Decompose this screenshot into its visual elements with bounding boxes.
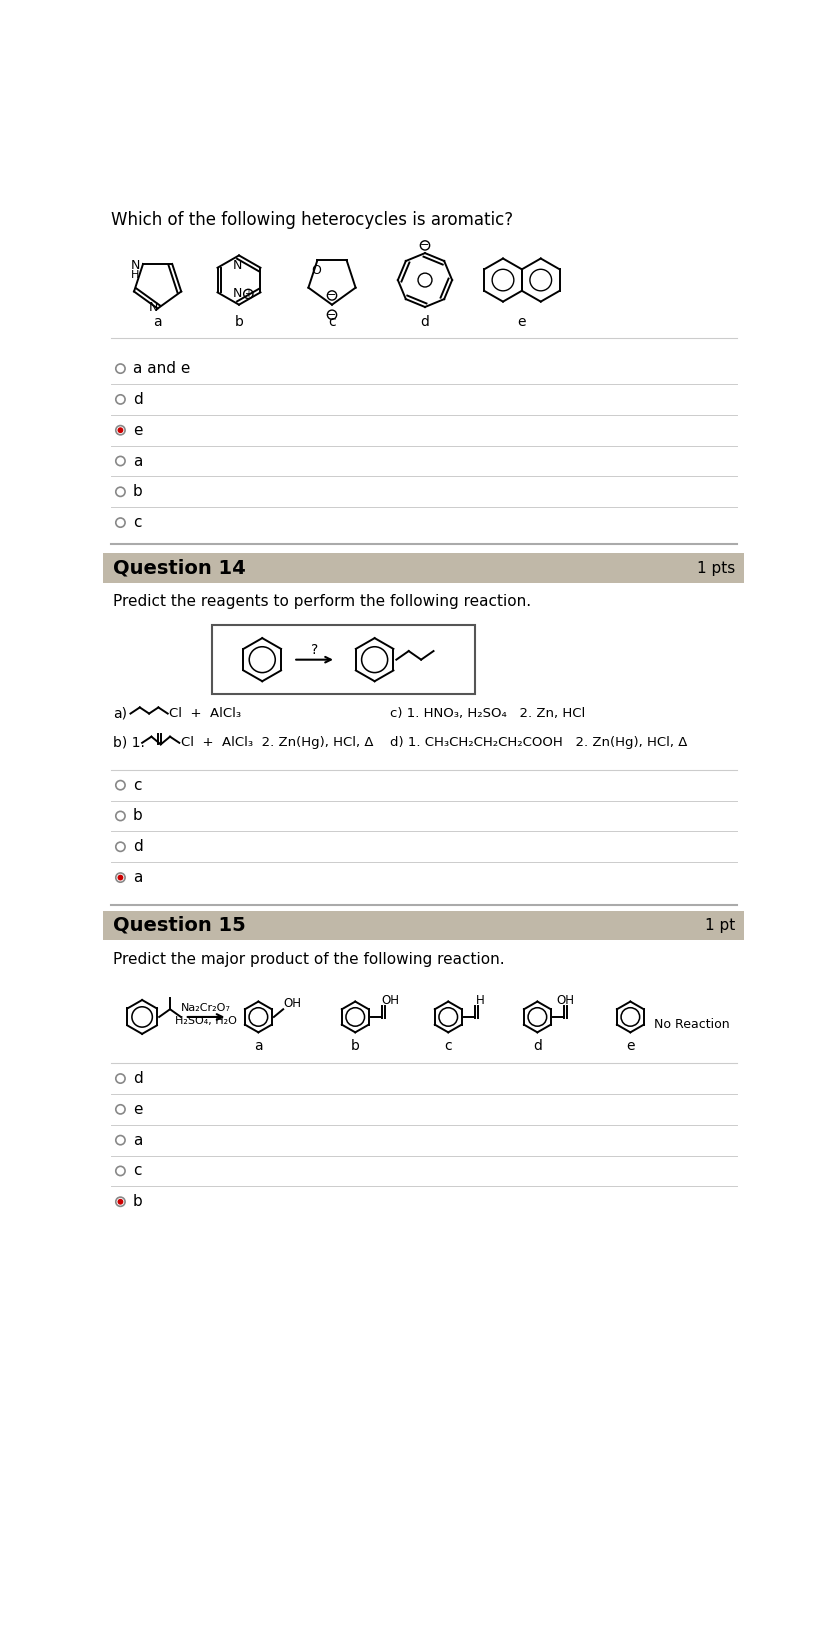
Bar	[103, 939, 744, 1478]
Text: No Reaction: No Reaction	[653, 1018, 729, 1031]
Text: Which of the following heterocycles is aromatic?: Which of the following heterocycles is a…	[111, 210, 514, 230]
Text: N: N	[148, 301, 158, 314]
Text: c: c	[444, 1039, 452, 1053]
Text: c: c	[133, 778, 141, 793]
Text: a: a	[133, 454, 142, 469]
Text: b) 1.: b) 1.	[112, 736, 145, 751]
Text: Question 15: Question 15	[112, 917, 246, 934]
Circle shape	[117, 1198, 123, 1205]
Text: 1 pts: 1 pts	[697, 560, 735, 576]
Text: −: −	[327, 290, 337, 301]
Text: −: −	[327, 309, 337, 319]
Text: d: d	[133, 392, 142, 407]
Text: c: c	[133, 1164, 141, 1179]
Text: c) 1. HNO₃, H₂SO₄   2. Zn, HCl: c) 1. HNO₃, H₂SO₄ 2. Zn, HCl	[390, 707, 586, 720]
Text: a and e: a and e	[133, 361, 190, 376]
Text: OH: OH	[283, 996, 301, 1009]
Text: +: +	[244, 288, 252, 300]
Text: a: a	[153, 316, 162, 329]
Text: d) 1. CH₃CH₂CH₂CH₂COOH   2. Zn(Hg), HCl, Δ: d) 1. CH₃CH₂CH₂CH₂COOH 2. Zn(Hg), HCl, Δ	[390, 736, 687, 749]
Bar	[103, 195, 744, 557]
Text: −: −	[420, 241, 430, 251]
Text: d: d	[533, 1039, 542, 1053]
Text: a): a)	[112, 707, 127, 721]
Text: O: O	[311, 264, 321, 277]
Text: Question 14: Question 14	[112, 558, 246, 578]
Text: b: b	[133, 1195, 142, 1210]
Text: e: e	[518, 316, 526, 329]
Text: ?: ?	[311, 643, 318, 658]
Bar	[103, 554, 744, 583]
Text: N: N	[232, 259, 242, 272]
Bar	[103, 583, 744, 891]
Text: 1 pt: 1 pt	[705, 918, 735, 933]
Text: c: c	[133, 514, 141, 531]
Text: Predict the reagents to perform the following reaction.: Predict the reagents to perform the foll…	[112, 594, 531, 609]
Text: a: a	[254, 1039, 263, 1053]
Text: N: N	[131, 259, 140, 272]
Text: e: e	[133, 423, 142, 438]
Text: Na₂Cr₂O₇: Na₂Cr₂O₇	[181, 1003, 231, 1013]
Text: N: N	[232, 288, 242, 301]
Text: b: b	[133, 484, 142, 500]
Text: Predict the major product of the following reaction.: Predict the major product of the followi…	[112, 952, 504, 967]
Circle shape	[117, 427, 123, 433]
Text: a: a	[133, 869, 142, 886]
Text: e: e	[133, 1102, 142, 1117]
Text: OH: OH	[557, 993, 575, 1006]
Text: b: b	[133, 809, 142, 824]
Text: Cl  +  AlCl₃: Cl + AlCl₃	[170, 707, 241, 720]
Text: H: H	[131, 270, 139, 280]
Text: H: H	[476, 993, 485, 1006]
Text: e: e	[626, 1039, 634, 1053]
Text: H₂SO₄, H₂O: H₂SO₄, H₂O	[175, 1016, 237, 1026]
Text: c: c	[328, 316, 336, 329]
Bar	[103, 910, 744, 939]
Text: d: d	[133, 1071, 142, 1086]
Text: a: a	[133, 1133, 142, 1148]
Bar	[212, 625, 476, 694]
Text: OH: OH	[381, 993, 399, 1006]
Text: b: b	[235, 316, 243, 329]
Text: Cl  +  AlCl₃  2. Zn(Hg), HCl, Δ: Cl + AlCl₃ 2. Zn(Hg), HCl, Δ	[181, 736, 373, 749]
Circle shape	[117, 874, 123, 881]
Text: b: b	[351, 1039, 360, 1053]
Text: d: d	[133, 840, 142, 855]
Text: d: d	[421, 316, 429, 329]
